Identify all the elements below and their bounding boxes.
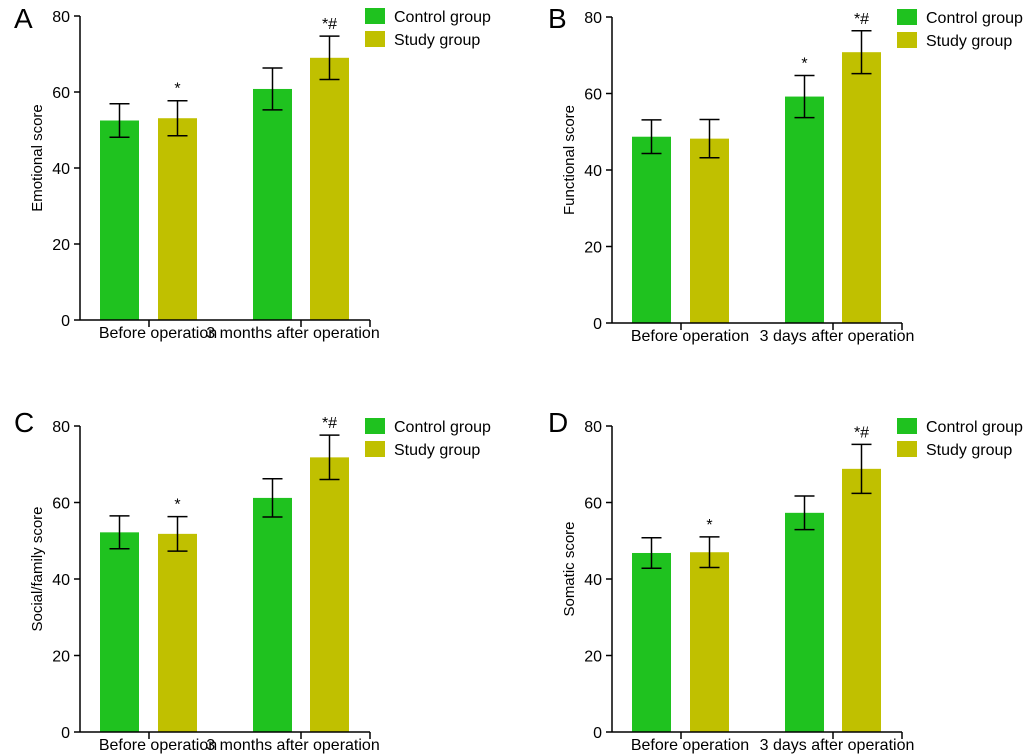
y-tick-label: 40 [52, 161, 70, 178]
bar-control-2 [253, 497, 292, 732]
y-tick-label: 80 [52, 419, 70, 436]
significance-mark: * [801, 56, 807, 73]
panel-letter: D [548, 407, 568, 438]
legend-label-control: Control group [394, 419, 491, 436]
chart-panel-a: A * *# 0 20 40 60 80 Emotional score Before opera… [14, 3, 491, 342]
bar-control-2 [785, 96, 824, 323]
y-tick-label: 60 [584, 87, 602, 104]
bar-study-2 [842, 468, 881, 732]
chart-panel-c: C * *# 0 20 40 60 80 Social/family score Before o… [14, 407, 491, 754]
bar-control-1 [632, 136, 671, 323]
y-tick-label: 80 [584, 419, 602, 436]
legend-label-control: Control group [926, 419, 1023, 436]
legend-label-study: Study group [394, 32, 480, 49]
bar-study-2 [310, 457, 349, 732]
error-bar [319, 35, 340, 81]
legend-swatch-control [897, 418, 917, 434]
y-axis-label: Functional score [561, 105, 578, 215]
y-axis-label: Social/family score [29, 506, 46, 631]
legend-label-study: Study group [926, 442, 1012, 459]
y-tick-label: 40 [584, 163, 602, 180]
error-bar [262, 67, 283, 111]
significance-mark: *# [854, 424, 869, 441]
chart-panel-b: B * *# 0 20 40 60 80 Functional score Before oper… [548, 3, 1023, 345]
y-tick-label: 0 [61, 313, 70, 330]
y-tick-label: 20 [584, 649, 602, 666]
legend-swatch-control [365, 418, 385, 434]
legend-swatch-control [365, 8, 385, 24]
y-axis-label: Emotional score [29, 104, 46, 212]
error-bar [851, 443, 872, 495]
y-tick-label: 60 [52, 85, 70, 102]
bar-control-1 [100, 532, 139, 732]
legend-swatch-study [365, 31, 385, 47]
error-bar [262, 478, 283, 518]
category-label-1: Before operation [99, 737, 217, 754]
bar-control-2 [253, 88, 292, 321]
y-tick-label: 20 [52, 237, 70, 254]
error-bar [794, 74, 815, 119]
error-bar [641, 536, 662, 570]
category-label-1: Before operation [631, 737, 749, 754]
y-tick-label: 40 [584, 572, 602, 589]
category-label-1: Before operation [631, 328, 749, 345]
category-label-2: 3 days after operation [760, 328, 915, 345]
y-tick-label: 60 [584, 496, 602, 513]
significance-mark: *# [322, 415, 337, 432]
error-bar [319, 434, 340, 481]
category-label-2: 3 months after operation [206, 325, 379, 342]
error-bar [699, 536, 720, 569]
panel-letter: A [14, 3, 33, 34]
y-tick-label: 80 [52, 9, 70, 26]
legend-label-study: Study group [926, 33, 1012, 50]
bar-study-2 [842, 52, 881, 323]
bar-study-1 [158, 533, 197, 732]
error-bar [109, 103, 130, 138]
legend-label-control: Control group [394, 9, 491, 26]
legend-swatch-control [897, 9, 917, 25]
panel-letter: B [548, 3, 567, 34]
y-tick-label: 0 [593, 725, 602, 742]
error-bar [641, 119, 662, 155]
bar-study-1 [158, 118, 197, 320]
legend-swatch-study [897, 441, 917, 457]
bar-study-1 [690, 552, 729, 732]
bar-control-1 [100, 120, 139, 320]
error-bar [167, 515, 188, 552]
significance-mark: * [174, 497, 180, 514]
bar-study-2 [310, 57, 349, 321]
category-label-2: 3 months after operation [206, 737, 379, 754]
y-tick-label: 60 [52, 496, 70, 513]
legend-label-study: Study group [394, 442, 480, 459]
significance-mark: *# [322, 16, 337, 33]
y-tick-label: 80 [584, 10, 602, 27]
error-bar [167, 99, 188, 137]
error-bar [109, 515, 130, 550]
panel-letter: C [14, 407, 34, 438]
significance-mark: *# [854, 11, 869, 28]
error-bar [699, 118, 720, 159]
y-tick-label: 20 [584, 240, 602, 257]
y-tick-label: 0 [61, 725, 70, 742]
bar-control-2 [785, 512, 824, 732]
y-tick-label: 20 [52, 649, 70, 666]
error-bar [794, 495, 815, 531]
bar-control-1 [632, 552, 671, 732]
category-label-2: 3 days after operation [760, 737, 915, 754]
bar-study-1 [690, 138, 729, 323]
y-axis-label: Somatic score [561, 521, 578, 616]
significance-mark: * [174, 81, 180, 98]
chart-panel-d: D * *# 0 20 40 60 80 Somatic score Before operati… [548, 407, 1023, 754]
category-label-1: Before operation [99, 325, 217, 342]
legend-label-control: Control group [926, 10, 1023, 27]
legend-swatch-study [365, 441, 385, 457]
error-bar [851, 30, 872, 75]
y-tick-label: 40 [52, 572, 70, 589]
legend-swatch-study [897, 32, 917, 48]
y-tick-label: 0 [593, 316, 602, 333]
significance-mark: * [706, 517, 712, 534]
